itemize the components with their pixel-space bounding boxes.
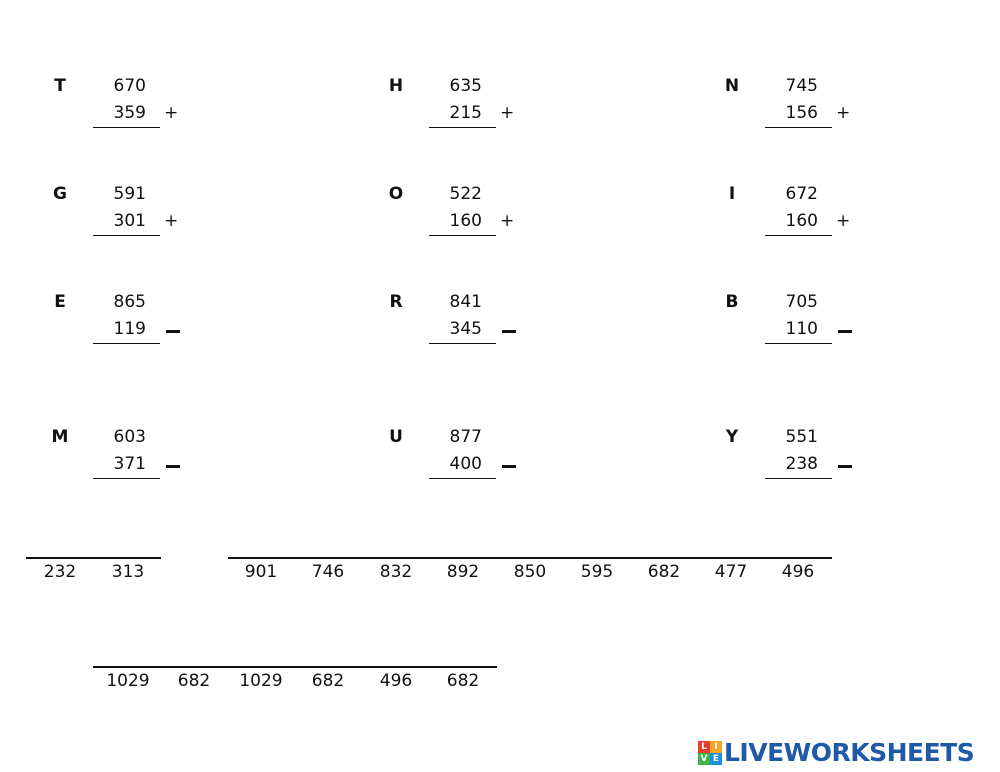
problem-n: N 745 156 + [712,76,912,186]
problem-underline [765,235,832,236]
answer-code: 313 [111,562,145,582]
minus-sign [166,465,180,468]
problem-bottom-number: 371 [113,454,146,474]
problem-underline [93,478,160,479]
problem-letter: M [51,427,69,447]
answer-code: 477 [714,562,748,582]
problem-i: I 672 160 + [712,184,912,294]
problem-e: E 865 119 [40,292,240,402]
liveworksheets-logo: L I V E LIVEWORKSHEETS [698,738,975,767]
answer-code: 1029 [106,671,150,691]
problem-top-number: 522 [449,184,482,204]
problem-bottom-number: 238 [785,454,818,474]
logo-mark-icon: L I V E [698,741,722,765]
problem-underline [93,235,160,236]
problem-letter: B [725,292,739,312]
problem-top-number: 670 [113,76,146,96]
problem-underline [765,478,832,479]
answer-code: 850 [513,562,547,582]
problem-letter: I [728,184,736,204]
answer-code: 496 [781,562,815,582]
problem-letter: H [388,76,404,96]
problem-bottom-number: 345 [449,319,482,339]
plus-sign: + [836,211,851,231]
problem-underline [93,127,160,128]
answer-code: 232 [43,562,77,582]
problem-underline [93,343,160,344]
answer-code: 1029 [239,671,283,691]
problem-m: M 603 371 [40,427,240,537]
answer-code: 595 [580,562,614,582]
answer-code: 892 [446,562,480,582]
plus-sign: + [164,103,179,123]
minus-sign [502,465,516,468]
plus-sign: + [500,103,515,123]
problem-top-number: 672 [785,184,818,204]
problem-bottom-number: 110 [785,319,818,339]
answer-code: 682 [647,562,681,582]
problem-bottom-number: 119 [113,319,146,339]
logo-text: LIVEWORKSHEETS [724,738,975,767]
problem-bottom-number: 301 [113,211,146,231]
problem-letter: N [724,76,740,96]
problem-top-number: 841 [449,292,482,312]
problem-letter: E [54,292,66,312]
minus-sign [502,330,516,333]
plus-sign: + [164,211,179,231]
problem-r: R 841 345 [376,292,576,402]
answer-blank-line [228,557,832,559]
problem-bottom-number: 400 [449,454,482,474]
answer-code: 496 [379,671,413,691]
problem-top-number: 551 [785,427,818,447]
problem-underline [429,235,496,236]
logo-mark-letter: L [698,741,710,753]
problem-letter: T [54,76,66,96]
problem-letter: Y [725,427,739,447]
minus-sign [166,330,180,333]
plus-sign: + [836,103,851,123]
problem-bottom-number: 160 [449,211,482,231]
minus-sign [838,465,852,468]
logo-mark-letter: I [710,741,722,753]
answer-code: 682 [177,671,211,691]
problem-g: G 591 301 + [40,184,240,294]
problem-o: O 522 160 + [376,184,576,294]
logo-mark-letter: V [698,753,710,765]
problem-underline [429,343,496,344]
problem-underline [429,127,496,128]
problem-t: T 670 359 + [40,76,240,186]
problem-underline [765,127,832,128]
answer-code: 901 [244,562,278,582]
problem-bottom-number: 359 [113,103,146,123]
problem-top-number: 705 [785,292,818,312]
problem-u: U 877 400 [376,427,576,537]
problem-bottom-number: 160 [785,211,818,231]
problem-underline [765,343,832,344]
problem-letter: U [389,427,403,447]
answer-code: 682 [311,671,345,691]
problem-letter: R [389,292,403,312]
problem-y: Y 551 238 [712,427,912,537]
problem-letter: O [388,184,404,204]
plus-sign: + [500,211,515,231]
answer-blank-line [93,666,497,668]
minus-sign [838,330,852,333]
problem-top-number: 745 [785,76,818,96]
answer-code: 682 [446,671,480,691]
problem-top-number: 591 [113,184,146,204]
problem-bottom-number: 156 [785,103,818,123]
answer-code: 832 [379,562,413,582]
answer-code: 746 [311,562,345,582]
problem-h: H 635 215 + [376,76,576,186]
problem-top-number: 865 [113,292,146,312]
problem-bottom-number: 215 [449,103,482,123]
problem-top-number: 877 [449,427,482,447]
answer-blank-line [26,557,161,559]
problem-underline [429,478,496,479]
problem-b: B 705 110 [712,292,912,402]
problem-letter: G [53,184,67,204]
logo-mark-letter: E [710,753,722,765]
problem-top-number: 603 [113,427,146,447]
problem-top-number: 635 [449,76,482,96]
